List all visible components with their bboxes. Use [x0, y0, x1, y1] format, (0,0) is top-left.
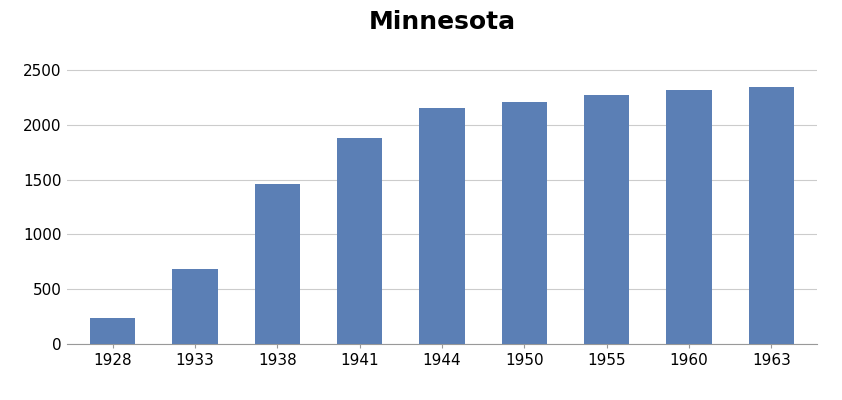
Bar — [749, 88, 794, 344]
Bar — [337, 138, 382, 344]
Bar — [584, 95, 629, 344]
Bar — [419, 108, 465, 344]
Bar — [254, 184, 300, 344]
Title: Minnesota: Minnesota — [369, 10, 515, 34]
Bar — [173, 270, 217, 344]
Bar — [667, 90, 711, 344]
Bar — [502, 102, 547, 344]
Bar — [90, 318, 136, 344]
